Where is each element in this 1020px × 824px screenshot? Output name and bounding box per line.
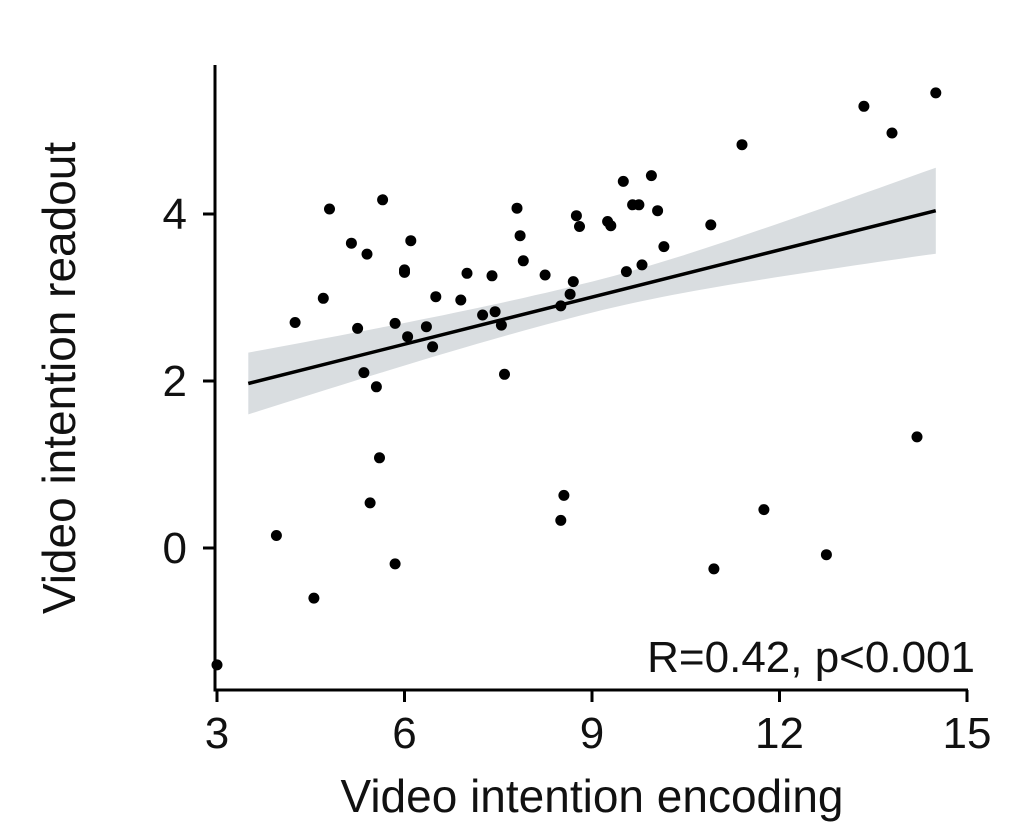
- data-point: [567, 276, 579, 288]
- y-tick-label: 4: [163, 190, 187, 239]
- data-point: [886, 127, 898, 139]
- data-point: [317, 292, 329, 304]
- data-point: [495, 319, 507, 331]
- x-tick-label: 6: [392, 709, 416, 758]
- data-point: [405, 235, 417, 247]
- x-tick-label: 9: [580, 709, 604, 758]
- data-point: [605, 220, 617, 232]
- x-tick-label: 3: [205, 709, 229, 758]
- data-point: [736, 139, 748, 151]
- data-point: [430, 291, 442, 303]
- data-point: [402, 331, 414, 343]
- data-point: [358, 367, 370, 379]
- data-point: [620, 266, 632, 278]
- data-point: [633, 199, 645, 211]
- data-point: [858, 100, 870, 112]
- data-point: [558, 489, 570, 501]
- data-point: [364, 497, 376, 509]
- data-point: [374, 452, 385, 464]
- confidence-band: [248, 167, 936, 415]
- data-point: [574, 221, 585, 232]
- data-point: [555, 514, 567, 526]
- y-tick-label: 0: [163, 524, 187, 573]
- data-point: [427, 341, 439, 353]
- y-tick-label: 2: [163, 357, 187, 406]
- data-point: [455, 294, 467, 306]
- data-point: [477, 309, 489, 321]
- x-tick-label: 15: [943, 709, 992, 758]
- data-point: [511, 202, 523, 214]
- data-point: [539, 269, 551, 281]
- data-point: [370, 381, 382, 393]
- data-point: [486, 270, 498, 282]
- data-point: [389, 558, 401, 570]
- data-point: [461, 267, 473, 279]
- data-point: [377, 194, 389, 206]
- data-point: [930, 87, 942, 99]
- data-point: [514, 230, 526, 242]
- data-point: [499, 368, 510, 380]
- data-point: [708, 563, 720, 575]
- data-point: [645, 170, 657, 182]
- confidence-band-layer: [248, 167, 936, 415]
- y-axis-title: Video intention readout: [33, 142, 85, 615]
- correlation-annotation: R=0.42, p<0.001: [647, 633, 975, 682]
- data-point: [911, 431, 923, 443]
- data-point: [570, 210, 582, 222]
- data-point: [564, 288, 576, 300]
- data-point: [361, 248, 373, 260]
- data-point: [389, 317, 401, 329]
- data-point: [636, 259, 648, 271]
- data-point: [308, 592, 320, 604]
- data-point: [820, 549, 832, 561]
- data-point: [758, 504, 770, 516]
- data-point: [555, 300, 567, 312]
- data-point: [324, 203, 335, 215]
- data-point: [652, 205, 664, 217]
- data-points: [211, 87, 942, 671]
- fit-line-layer: [247, 208, 937, 386]
- data-point: [289, 317, 301, 328]
- regression-line: [247, 208, 937, 386]
- data-point: [705, 219, 717, 231]
- data-point: [211, 659, 223, 671]
- x-tick-label: 12: [755, 709, 804, 758]
- ticks: 3 6 9 12 15 0 2 4: [163, 190, 992, 758]
- data-point: [617, 175, 629, 187]
- data-point: [352, 322, 364, 334]
- data-point: [270, 530, 282, 541]
- x-axis-title: Video intention encoding: [340, 770, 843, 822]
- data-point: [658, 241, 670, 253]
- data-point: [345, 237, 357, 249]
- data-point: [489, 306, 501, 318]
- data-point: [420, 321, 432, 333]
- data-point: [517, 255, 529, 267]
- data-point: [399, 264, 410, 276]
